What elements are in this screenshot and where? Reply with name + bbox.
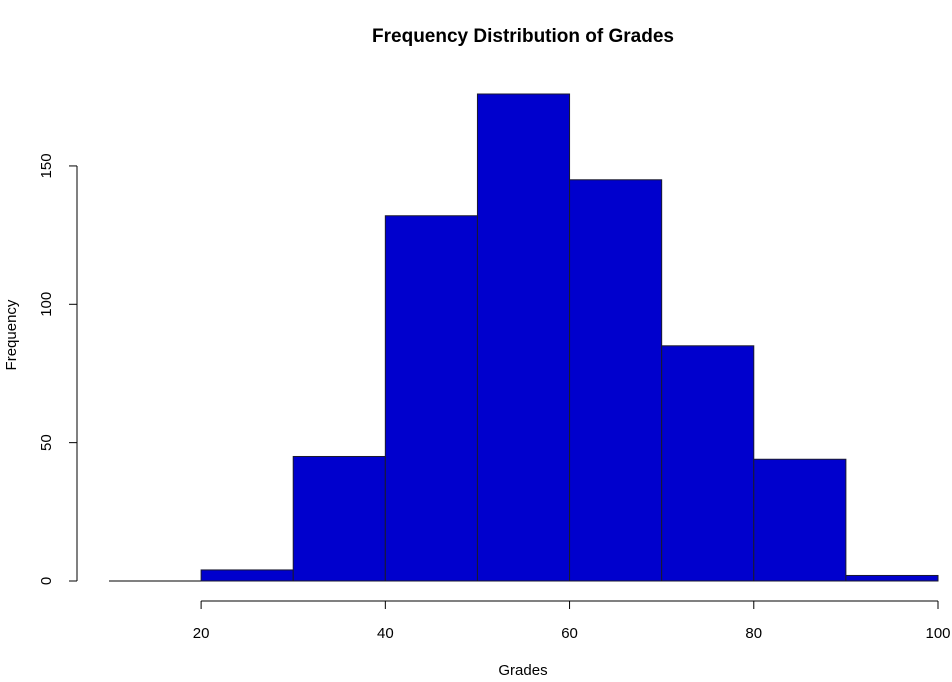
x-axis: 20 40 60 80 100 [193,600,951,642]
histogram-bar-3 [384,215,478,582]
y-tick-label: 150 [38,153,55,178]
histogram-bar-7 [753,458,847,582]
y-axis: 0 50 100 150 [38,153,78,585]
y-tick-label: 0 [38,577,55,585]
y-tick-label: 50 [38,434,55,451]
x-tick-label: 20 [193,625,210,642]
x-tick-label: 80 [745,625,762,642]
chart-title: Frequency Distribution of Grades [372,26,674,47]
x-axis-label: Grades [498,662,547,679]
x-tick-label: 40 [377,625,394,642]
y-axis-label: Frequency [3,299,20,370]
histogram-bar-1 [200,569,294,582]
x-tick-label: 60 [561,625,578,642]
bars-group [109,93,939,582]
histogram-bar-6 [661,345,755,582]
y-tick-label: 100 [38,292,55,317]
histogram-bar-8 [845,574,939,582]
x-tick-label: 100 [925,625,950,642]
histogram-bar-4 [476,93,571,582]
histogram-bar-5 [569,179,663,582]
histogram-bar-2 [292,455,386,582]
